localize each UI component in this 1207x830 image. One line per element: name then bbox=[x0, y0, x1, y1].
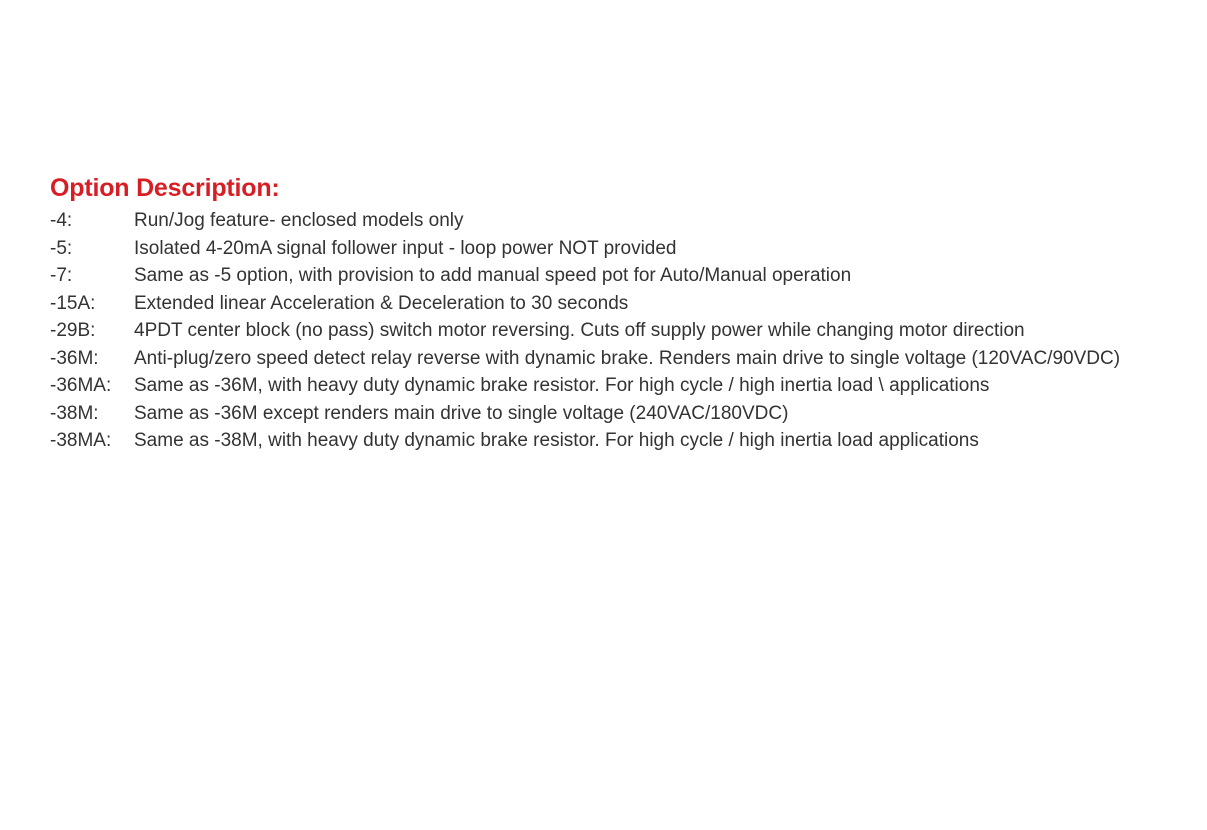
option-row: -5: Isolated 4-20mA signal follower inpu… bbox=[50, 235, 1157, 263]
option-code: -38MA: bbox=[50, 427, 134, 455]
option-description: Extended linear Acceleration & Decelerat… bbox=[134, 290, 1157, 318]
section-heading: Option Description: bbox=[50, 174, 1157, 203]
option-code: -7: bbox=[50, 262, 134, 290]
page: Option Description: -4: Run/Jog feature-… bbox=[0, 0, 1207, 455]
option-row: -36MA: Same as -36M, with heavy duty dyn… bbox=[50, 372, 1157, 400]
option-description: Run/Jog feature- enclosed models only bbox=[134, 207, 1157, 235]
option-row: -38M: Same as -36M except renders main d… bbox=[50, 400, 1157, 428]
option-code: -36M: bbox=[50, 345, 134, 373]
option-code: -4: bbox=[50, 207, 134, 235]
option-code: -36MA: bbox=[50, 372, 134, 400]
option-row: -29B: 4PDT center block (no pass) switch… bbox=[50, 317, 1157, 345]
option-code: -29B: bbox=[50, 317, 134, 345]
option-description: Same as -5 option, with provision to add… bbox=[134, 262, 1157, 290]
option-description: Same as -38M, with heavy duty dynamic br… bbox=[134, 427, 1157, 455]
option-code: -38M: bbox=[50, 400, 134, 428]
option-code: -5: bbox=[50, 235, 134, 263]
option-description: Same as -36M except renders main drive t… bbox=[134, 400, 1157, 428]
option-row: -4: Run/Jog feature- enclosed models onl… bbox=[50, 207, 1157, 235]
option-description: Isolated 4-20mA signal follower input - … bbox=[134, 235, 1157, 263]
option-row: -38MA: Same as -38M, with heavy duty dyn… bbox=[50, 427, 1157, 455]
option-description: Anti-plug/zero speed detect relay revers… bbox=[134, 345, 1157, 373]
option-description: 4PDT center block (no pass) switch motor… bbox=[134, 317, 1157, 345]
option-row: -15A: Extended linear Acceleration & Dec… bbox=[50, 290, 1157, 318]
option-row: -7: Same as -5 option, with provision to… bbox=[50, 262, 1157, 290]
options-list: -4: Run/Jog feature- enclosed models onl… bbox=[50, 207, 1157, 455]
option-code: -15A: bbox=[50, 290, 134, 318]
option-description: Same as -36M, with heavy duty dynamic br… bbox=[134, 372, 1157, 400]
option-row: -36M: Anti-plug/zero speed detect relay … bbox=[50, 345, 1157, 373]
